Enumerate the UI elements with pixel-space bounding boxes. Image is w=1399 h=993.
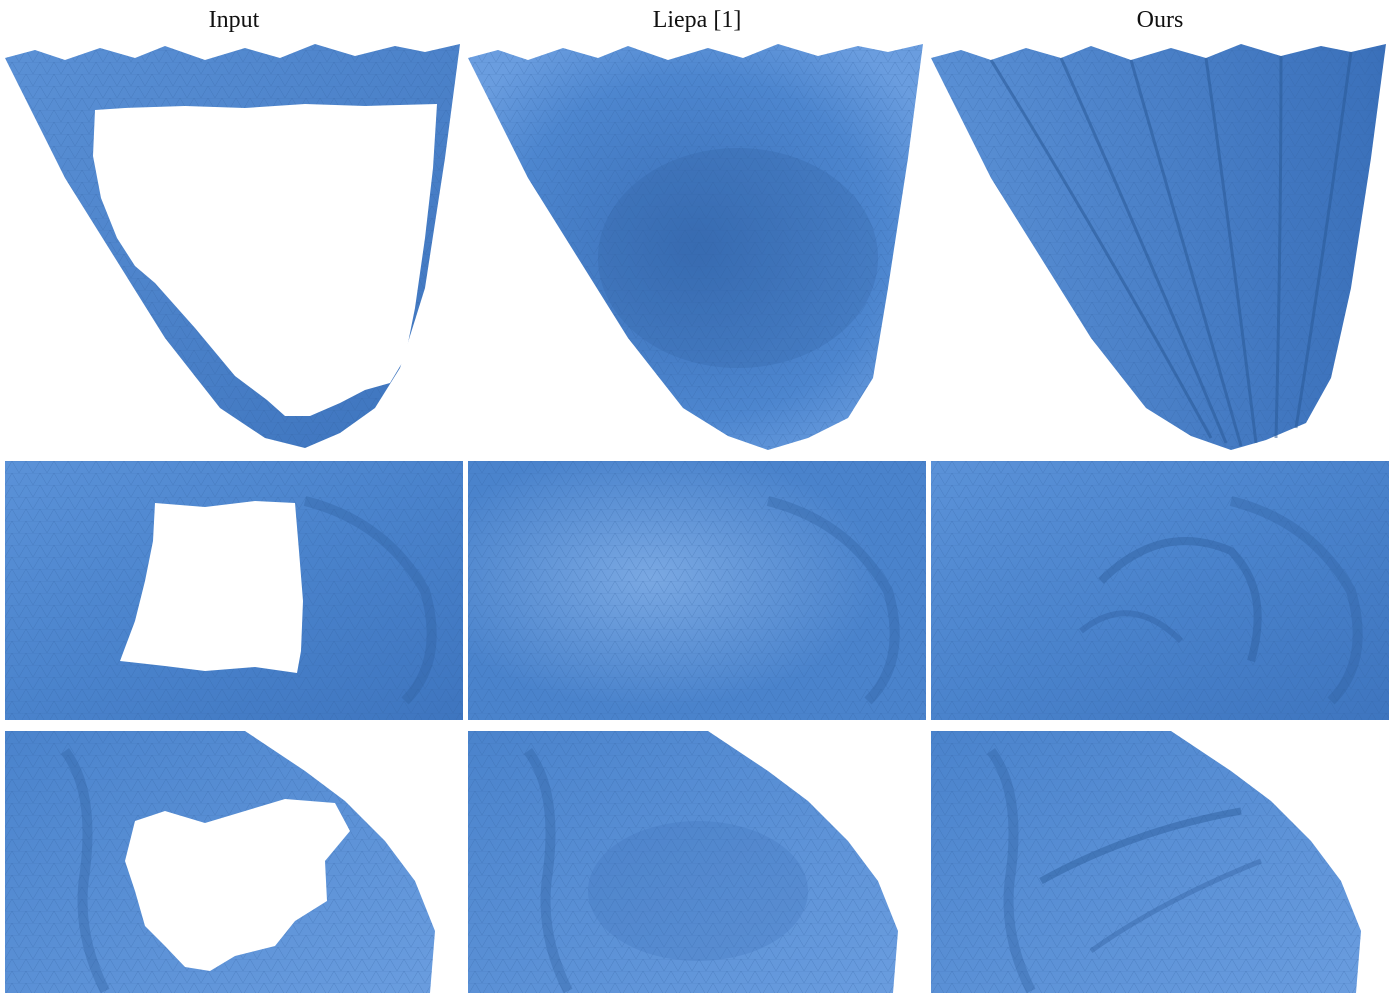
row2-ours-mesh: [931, 461, 1389, 720]
hole: [125, 799, 350, 971]
column-title-ours: Ours: [1136, 7, 1184, 33]
column-title-liepa: Liepa [1]: [652, 7, 742, 33]
row3-input-mesh: [5, 731, 435, 993]
row2-ours-panel: [931, 461, 1389, 720]
row1-liepa-panel: [468, 38, 926, 456]
row2-liepa-mesh: [468, 461, 926, 720]
row3-ours-panel: [931, 731, 1389, 993]
column-title-input: Input: [208, 7, 260, 33]
row1-input-panel: [5, 38, 463, 456]
row2-input-panel: [5, 461, 463, 720]
row2-input-mesh: [5, 461, 463, 720]
row1-ours-panel: [931, 38, 1389, 456]
row3-ours-mesh: [931, 731, 1361, 993]
hole: [93, 104, 437, 416]
row1-liepa-mesh: [468, 44, 923, 450]
row2-liepa-panel: [468, 461, 926, 720]
row1-ours-mesh: [931, 44, 1386, 450]
row3-liepa-panel: [468, 731, 926, 993]
hole: [120, 501, 303, 673]
row1-input-mesh: [5, 44, 460, 448]
row3-input-panel: [5, 731, 463, 993]
row3-liepa-mesh: [468, 731, 898, 993]
